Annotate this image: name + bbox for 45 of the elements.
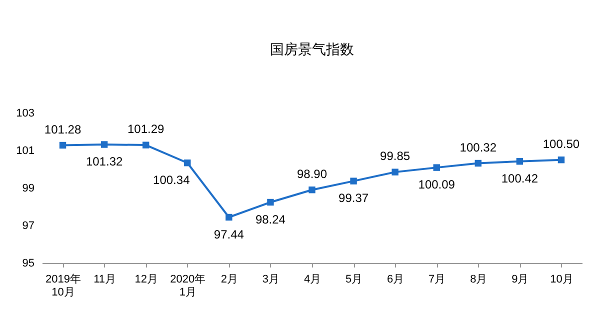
text: 100.50 — [542, 136, 580, 151]
point — [184, 160, 191, 166]
point — [100, 141, 108, 148]
chart-title: 国房景气指数 — [270, 41, 354, 57]
x-tick-label: 9月 — [512, 274, 529, 286]
x-tick-label: 2019年 10月 — [46, 274, 82, 298]
text: 99.85 — [380, 149, 410, 164]
point — [59, 142, 66, 149]
y-tick-label: 95 — [22, 258, 34, 270]
x-tick-label: 2月 — [220, 274, 238, 286]
point — [226, 214, 232, 221]
x-tick-label: 11月 — [94, 274, 116, 286]
point — [433, 164, 440, 171]
point — [516, 158, 524, 165]
point — [350, 178, 357, 184]
x-tick-label: 2020年 1月 — [170, 274, 206, 298]
point — [392, 168, 398, 176]
text: 97.44 — [214, 227, 244, 242]
x-tick-label: 7月 — [428, 274, 446, 286]
text: 101.28 — [44, 122, 82, 136]
text: 100.09 — [418, 178, 455, 192]
point — [558, 156, 565, 164]
x-tick-label: 6月 — [387, 274, 404, 286]
x-tick-label: 5月 — [345, 274, 363, 286]
text: 98.24 — [255, 212, 286, 226]
x-tick-label: 12月 — [134, 274, 158, 286]
point — [142, 142, 150, 148]
text: 101.29 — [127, 122, 164, 136]
x-tick-label: 8月 — [470, 274, 488, 286]
y-tick-label: 103 — [16, 108, 34, 120]
x-tick-label: 10月 — [550, 274, 574, 286]
text: 100.42 — [501, 171, 538, 186]
y-tick-label: 97 — [22, 220, 34, 232]
y-tick-label: 101 — [16, 145, 34, 157]
point — [308, 186, 316, 194]
text: 101.32 — [86, 154, 123, 168]
text: 100.32 — [460, 140, 497, 154]
y-tick-label: 99 — [22, 182, 34, 194]
point — [474, 160, 482, 167]
text: 98.90 — [296, 166, 328, 181]
x-tick-label: 3月 — [262, 274, 280, 286]
point — [267, 198, 274, 206]
text: 100.34 — [153, 172, 190, 187]
x-tick-label: 4月 — [304, 274, 322, 286]
text: 99.37 — [338, 191, 369, 206]
